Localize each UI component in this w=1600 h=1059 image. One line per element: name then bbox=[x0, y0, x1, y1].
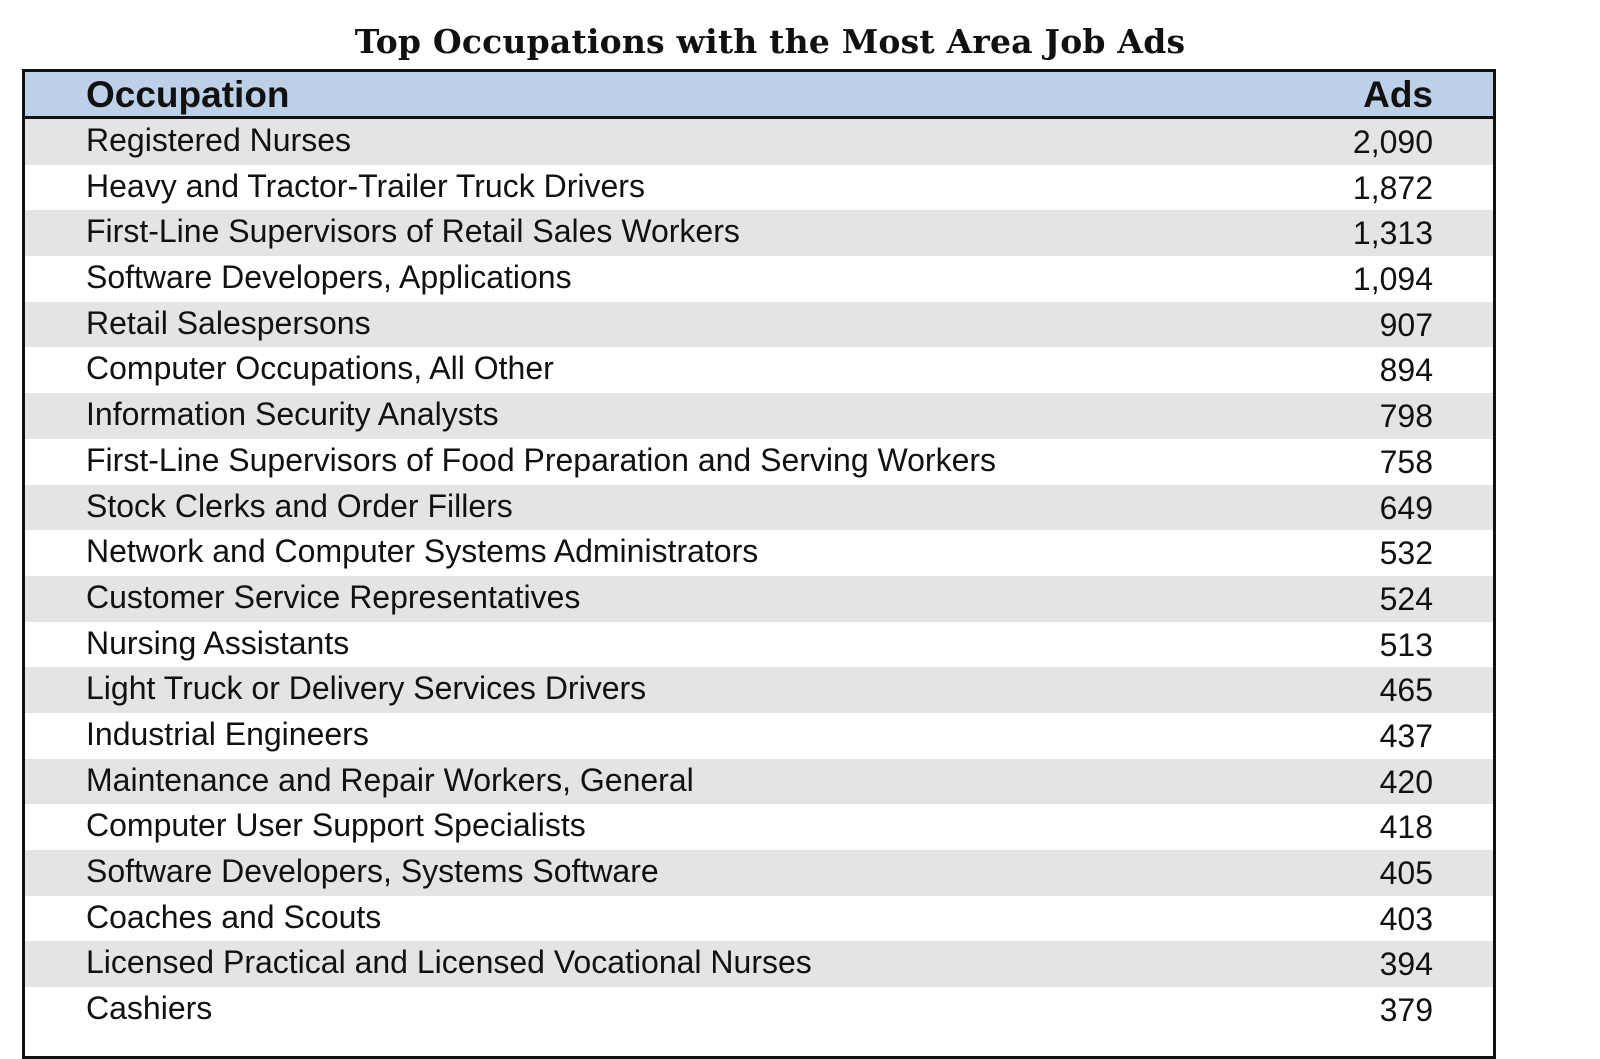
occupation-cell: Retail Salespersons bbox=[86, 304, 371, 341]
table-row: Coaches and Scouts 403 bbox=[25, 895, 1493, 942]
table-row: Registered Nurses 2,090 bbox=[25, 119, 1493, 165]
occupation-cell: Network and Computer Systems Administrat… bbox=[86, 533, 759, 570]
occupation-cell: Information Security Analysts bbox=[86, 396, 499, 433]
ads-cell: 513 bbox=[1379, 626, 1433, 663]
ads-cell: 649 bbox=[1379, 489, 1433, 526]
table-row: Nursing Assistants 513 bbox=[25, 621, 1493, 668]
ads-cell: 758 bbox=[1379, 443, 1433, 480]
occupation-cell: Maintenance and Repair Workers, General bbox=[86, 761, 694, 798]
occupation-column-header: Occupation bbox=[86, 74, 290, 115]
occupation-cell: Customer Service Representatives bbox=[86, 578, 581, 615]
occupation-cell: Heavy and Tractor-Trailer Truck Drivers bbox=[86, 167, 645, 204]
table-row: Computer Occupations, All Other 894 bbox=[25, 347, 1493, 394]
table-row: Network and Computer Systems Administrat… bbox=[25, 530, 1493, 576]
ads-cell: 1,313 bbox=[1352, 215, 1433, 252]
ads-cell: 798 bbox=[1379, 398, 1433, 435]
ads-cell: 420 bbox=[1379, 763, 1433, 800]
ads-cell: 394 bbox=[1379, 946, 1433, 983]
ads-cell: 437 bbox=[1379, 717, 1433, 754]
ads-cell: 532 bbox=[1379, 535, 1433, 572]
occupation-cell: Computer User Support Specialists bbox=[86, 807, 586, 844]
table-row: Customer Service Representatives 524 bbox=[25, 575, 1493, 622]
ads-column-header: Ads bbox=[1363, 74, 1433, 115]
table-row: Light Truck or Delivery Services Drivers… bbox=[25, 667, 1493, 713]
occupation-cell: Registered Nurses bbox=[86, 122, 351, 158]
table-row: Computer User Support Specialists 418 bbox=[25, 804, 1493, 850]
occupation-cell: Software Developers, Systems Software bbox=[86, 853, 659, 889]
ads-cell: 403 bbox=[1379, 900, 1433, 937]
ads-cell: 405 bbox=[1379, 855, 1433, 891]
occupation-cell: Industrial Engineers bbox=[86, 715, 369, 752]
ads-cell: 894 bbox=[1379, 352, 1433, 389]
occupations-table: Occupation Ads Registered Nurses 2,090 H… bbox=[22, 69, 1496, 1059]
ads-cell: 465 bbox=[1379, 672, 1433, 709]
occupation-cell: First-Line Supervisors of Retail Sales W… bbox=[86, 213, 740, 250]
table-row: First-Line Supervisors of Food Preparati… bbox=[25, 438, 1493, 485]
table-row: Stock Clerks and Order Fillers 649 bbox=[25, 484, 1493, 531]
occupation-cell: Light Truck or Delivery Services Drivers bbox=[86, 670, 647, 707]
occupation-cell: Computer Occupations, All Other bbox=[86, 350, 554, 387]
table-row: Industrial Engineers 437 bbox=[25, 712, 1493, 759]
occupation-cell: First-Line Supervisors of Food Preparati… bbox=[86, 441, 997, 478]
occupation-cell: Coaches and Scouts bbox=[86, 898, 382, 935]
occupation-cell: Stock Clerks and Order Fillers bbox=[86, 487, 513, 524]
table-row: First-Line Supervisors of Retail Sales W… bbox=[25, 210, 1493, 257]
table-row: Software Developers, Systems Software 40… bbox=[25, 850, 1493, 896]
table-row: Heavy and Tractor-Trailer Truck Drivers … bbox=[25, 164, 1493, 211]
occupation-cell: Cashiers bbox=[86, 990, 213, 1027]
ads-cell: 907 bbox=[1379, 306, 1433, 343]
table-row: Maintenance and Repair Workers, General … bbox=[25, 758, 1493, 805]
occupation-cell: Nursing Assistants bbox=[86, 624, 350, 661]
occupation-cell: Licensed Practical and Licensed Vocation… bbox=[86, 944, 812, 981]
table-title: Top Occupations with the Most Area Job A… bbox=[354, 22, 1186, 61]
table-row: Retail Salespersons 907 bbox=[25, 301, 1493, 348]
table-row: Cashiers 379 bbox=[25, 987, 1493, 1033]
ads-cell: 1,094 bbox=[1352, 261, 1433, 298]
table-row: Information Security Analysts 798 bbox=[25, 393, 1493, 439]
table-row: Licensed Practical and Licensed Vocation… bbox=[25, 941, 1493, 988]
ads-cell: 524 bbox=[1379, 580, 1433, 617]
ads-cell: 379 bbox=[1379, 992, 1433, 1029]
table-row: Software Developers, Applications 1,094 bbox=[25, 256, 1493, 302]
ads-cell: 1,872 bbox=[1352, 169, 1433, 206]
occupation-cell: Software Developers, Applications bbox=[86, 259, 572, 296]
ads-cell: 418 bbox=[1379, 809, 1433, 846]
ads-cell: 2,090 bbox=[1352, 124, 1433, 160]
table-header-row: Occupation Ads bbox=[25, 72, 1493, 119]
